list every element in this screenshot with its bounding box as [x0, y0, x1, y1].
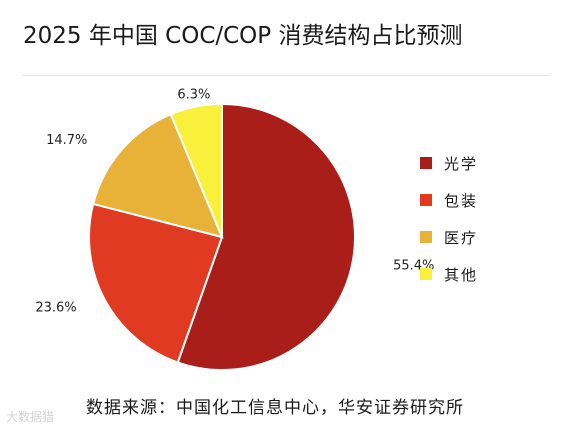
slice-medical	[91, 112, 224, 239]
watermark: 大数据猎	[6, 410, 55, 424]
legend-item-medical: 医疗	[420, 227, 478, 247]
legend-swatch	[420, 268, 432, 280]
legend-item-other: 其他	[420, 264, 478, 284]
slice-packaging	[88, 202, 224, 364]
legend-label: 其他	[444, 265, 479, 284]
legend-item-optics: 光学	[420, 153, 478, 173]
legend-swatch	[420, 231, 432, 243]
legend-label: 光学	[444, 154, 479, 173]
data-label: 23.6%	[35, 301, 76, 316]
source-note: 数据来源：中国化工信息中心，华安证券研究所	[86, 398, 464, 418]
legend-item-packaging: 包装	[420, 190, 478, 210]
title-divider	[22, 75, 550, 76]
legend-label: 医疗	[444, 228, 479, 247]
data-label: 14.7%	[46, 133, 87, 148]
slice-other	[169, 102, 223, 238]
legend-swatch	[420, 194, 432, 206]
data-label: 6.3%	[177, 88, 210, 103]
chart-title: 2025 年中国 COC/COP 消费结构占比预测	[23, 23, 463, 49]
legend-label: 包装	[444, 191, 479, 210]
legend-swatch	[420, 157, 432, 169]
chart-legend: 光学 包装 医疗 其他	[420, 153, 478, 301]
